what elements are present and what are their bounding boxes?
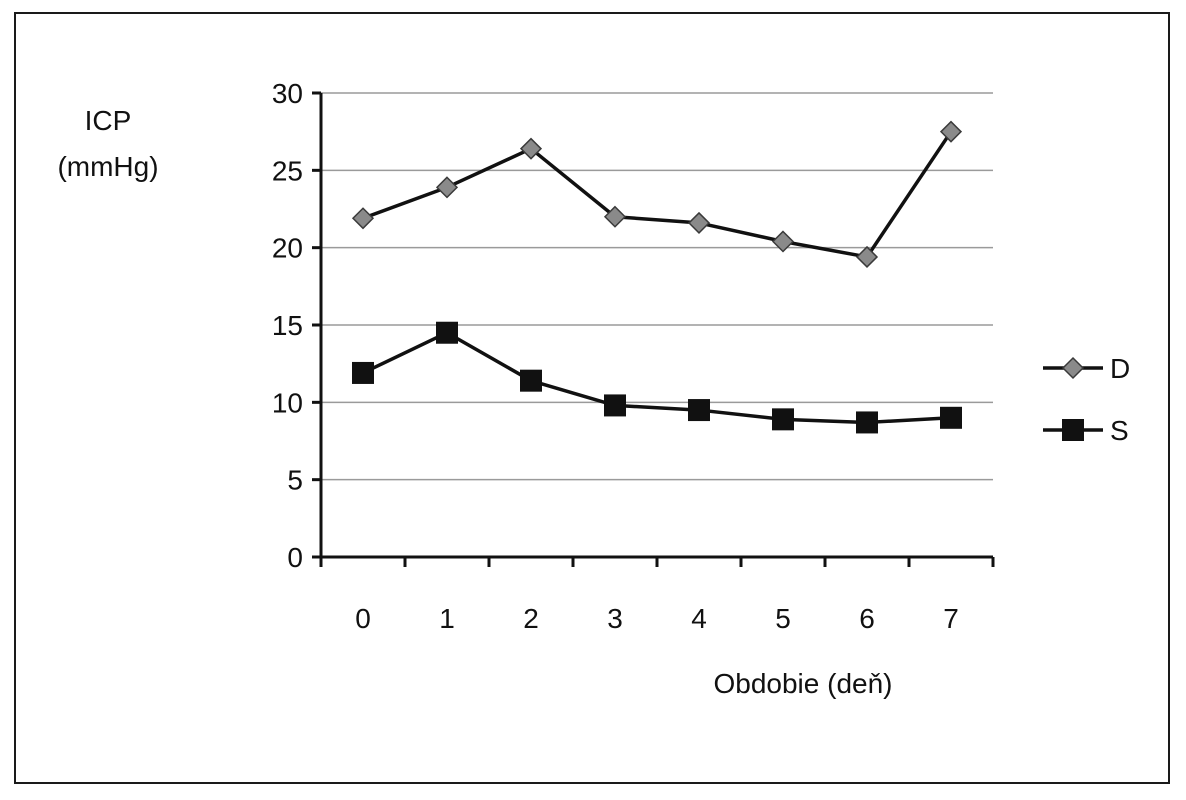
data-point (352, 361, 374, 384)
data-point (351, 207, 375, 230)
x-tick-label: 6 (859, 603, 875, 634)
y-tick-label: 15 (272, 310, 303, 341)
series-S (352, 321, 962, 434)
y-tick-label: 25 (272, 155, 303, 186)
x-tick-label: 1 (439, 603, 455, 634)
legend-label: S (1110, 415, 1129, 446)
x-tick-label: 7 (943, 603, 959, 634)
data-point (856, 411, 878, 434)
x-axis-label: Obdobie (deň) (713, 668, 892, 699)
data-point (688, 399, 710, 422)
x-tick-label: 3 (607, 603, 623, 634)
y-tick-label: 30 (272, 78, 303, 109)
data-point (436, 321, 458, 344)
series-layer (351, 120, 963, 434)
data-point (855, 245, 879, 269)
series-line (362, 130, 953, 259)
data-point (939, 120, 963, 143)
y-tick-label: 10 (272, 387, 303, 418)
legend: DS (1043, 353, 1130, 446)
x-tick-label: 4 (691, 603, 707, 634)
legend-item-S: S (1043, 415, 1129, 446)
legend-marker (1062, 419, 1084, 441)
data-point (687, 211, 711, 234)
axes (312, 91, 995, 567)
data-point (519, 137, 543, 160)
y-tick-labels: 0 5 10 15 20 25 30 (272, 78, 303, 573)
series-D (351, 120, 963, 269)
data-point (604, 394, 626, 417)
gridlines (321, 92, 993, 481)
y-axis-label-line-1: ICP (85, 105, 132, 136)
data-point (435, 176, 459, 199)
data-point (603, 205, 627, 228)
legend-marker (1061, 356, 1085, 380)
legend-label: D (1110, 353, 1130, 384)
legend-item-D: D (1043, 353, 1130, 384)
y-axis-label-line-2: (mmHg) (57, 151, 158, 182)
data-point (771, 230, 795, 253)
y-tick-label: 20 (272, 233, 303, 264)
series-line (362, 330, 952, 425)
x-tick-labels: 0 1 2 3 4 5 6 7 (355, 603, 959, 634)
x-tick-label: 0 (355, 603, 371, 634)
x-tick-label: 5 (775, 603, 791, 634)
y-tick-label: 0 (287, 542, 303, 573)
x-tick-label: 2 (523, 603, 539, 634)
data-point (520, 369, 542, 392)
data-point (940, 406, 962, 429)
y-tick-label: 5 (287, 465, 303, 496)
data-point (772, 408, 794, 431)
